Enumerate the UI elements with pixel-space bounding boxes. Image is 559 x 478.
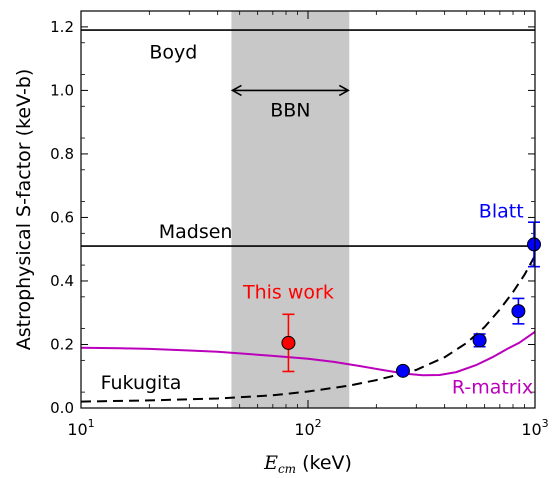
y-tick-label: 1.0 — [50, 81, 74, 99]
bbn-arrow-left-head — [230, 84, 242, 97]
y-tick-label: 1.2 — [50, 18, 74, 36]
y-tick-label: 0.8 — [50, 145, 74, 163]
x-tick-label: 103 — [521, 417, 548, 439]
x-tick-exponent: 1 — [88, 417, 95, 430]
x-axis-symbol: E — [263, 452, 278, 474]
x-tick-label: 102 — [294, 417, 321, 439]
r-matrix-label: R-matrix — [452, 377, 533, 399]
x-tick-exponent: 2 — [315, 417, 322, 430]
y-axis-label: Astrophysical S-factor (keV-b) — [13, 69, 35, 351]
blatt-point — [395, 363, 410, 378]
y-tick-label: 0.4 — [50, 272, 74, 290]
x-axis-label: Ecm (keV) — [263, 452, 352, 476]
x-tick-base: 10 — [294, 420, 314, 439]
x-axis-subscript: cm — [278, 462, 296, 476]
plot-frame — [80, 10, 536, 409]
y-tick-label: 0.0 — [50, 399, 74, 417]
blatt-label: Blatt — [479, 200, 524, 222]
data-points-layer — [281, 221, 542, 378]
y-tick-label: 0.2 — [50, 335, 74, 353]
r-matrix-curve — [80, 330, 536, 377]
x-tick-base: 10 — [521, 420, 541, 439]
blatt-point — [527, 237, 542, 252]
this-work-point — [281, 335, 296, 350]
x-axis-unit: (keV) — [296, 452, 352, 474]
bbn-arrow-right-head — [338, 84, 350, 97]
this-work-label: This work — [242, 281, 334, 303]
x-tick-exponent: 3 — [542, 417, 549, 430]
fukugita-label: Fukugita — [101, 372, 182, 394]
x-tick-base: 10 — [67, 420, 87, 439]
y-tick-label: 0.6 — [50, 208, 74, 226]
blatt-point — [511, 304, 526, 319]
boyd-label: Boyd — [149, 42, 197, 64]
labels-layer: This work Blatt R-matrix Fukugita — [101, 200, 534, 398]
reference-lines-layer: Boyd Madsen — [81, 29, 535, 247]
madsen-label: Madsen — [159, 221, 233, 243]
bbn-label: BBN — [270, 99, 310, 121]
x-tick-label: 101 — [67, 417, 94, 439]
blatt-point — [472, 333, 487, 348]
